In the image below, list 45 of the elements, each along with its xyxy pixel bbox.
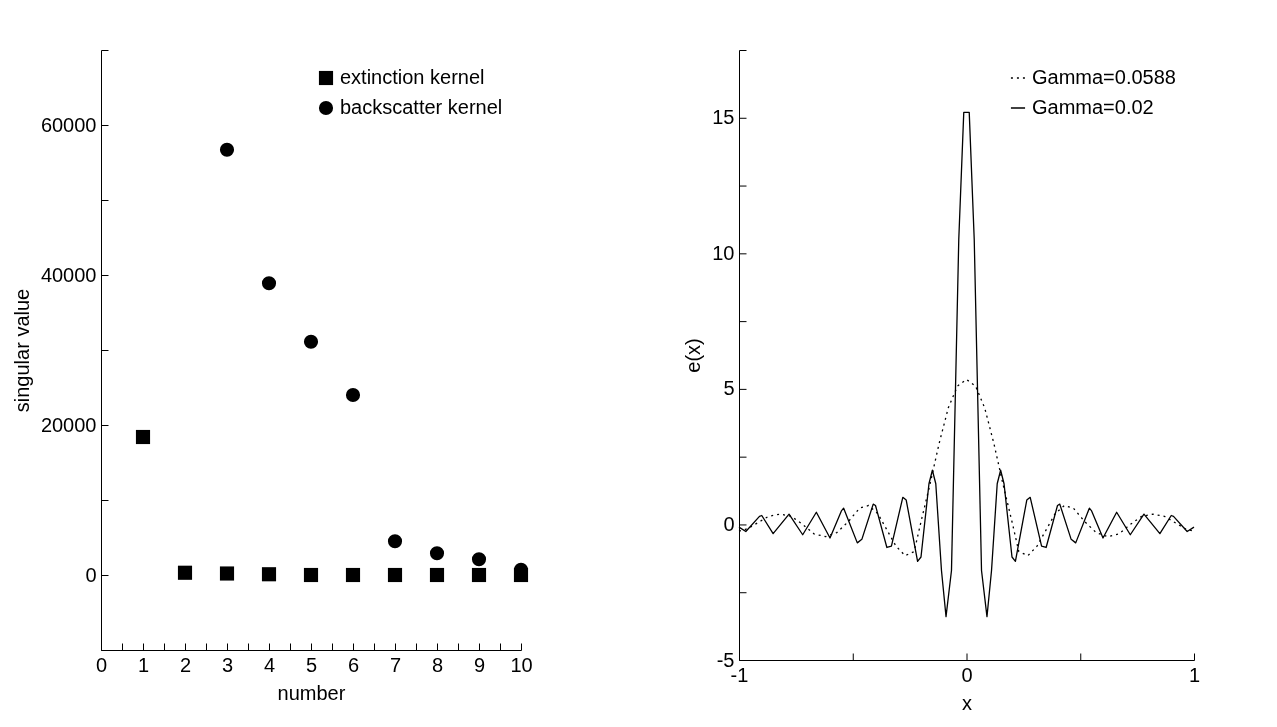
- x-tick-label: 5: [305, 653, 318, 676]
- y-tick-label: 40000: [40, 263, 97, 286]
- x-tick-label: 4: [263, 653, 276, 676]
- x-tick-label: 6: [347, 653, 360, 676]
- y-tick-label: -5: [716, 648, 735, 671]
- x-tick-label: 0: [961, 663, 973, 686]
- point: [219, 142, 235, 157]
- y-tick-label: 15: [712, 106, 735, 129]
- point: [345, 387, 361, 403]
- point: [345, 567, 361, 583]
- point: [177, 565, 193, 580]
- y-axis-title: singular value: [10, 288, 33, 413]
- point: [387, 567, 403, 583]
- point: [429, 567, 445, 583]
- x-axis-title: number: [277, 681, 346, 704]
- x-tick-label: 3: [221, 653, 234, 676]
- y-tick-label: 10: [712, 241, 735, 264]
- x-tick-label: 8: [431, 653, 444, 676]
- x-axis-title: x: [962, 691, 972, 714]
- x-tick-label: 1: [137, 653, 150, 676]
- y-tick-label: 5: [723, 377, 735, 400]
- point: [471, 567, 487, 583]
- y-tick-label: 0: [723, 512, 735, 535]
- x-tick-label: 9: [473, 653, 486, 676]
- legend-label: Gamma=0.0588: [1032, 66, 1176, 88]
- point: [387, 534, 403, 549]
- point: [303, 334, 319, 349]
- point: [261, 276, 277, 291]
- legend-label: extinction kernel: [340, 66, 485, 88]
- point: [135, 429, 151, 445]
- x-tick-label: 2: [179, 653, 192, 676]
- point: [429, 546, 445, 561]
- y-tick-label: 0: [85, 563, 97, 586]
- point: [303, 567, 319, 583]
- x-tick-label: 1: [1188, 663, 1201, 686]
- y-tick-label: 20000: [40, 413, 97, 436]
- point: [219, 566, 235, 581]
- point: [261, 567, 277, 582]
- point: [471, 552, 487, 567]
- legend-label: backscatter kernel: [340, 96, 503, 118]
- legend-label: Gamma=0.02: [1032, 96, 1154, 118]
- y-tick-label: 60000: [40, 113, 97, 136]
- x-tick-label: 10: [510, 653, 533, 676]
- y-axis-title: e(x): [682, 338, 705, 373]
- x-tick-label: 7: [389, 653, 402, 676]
